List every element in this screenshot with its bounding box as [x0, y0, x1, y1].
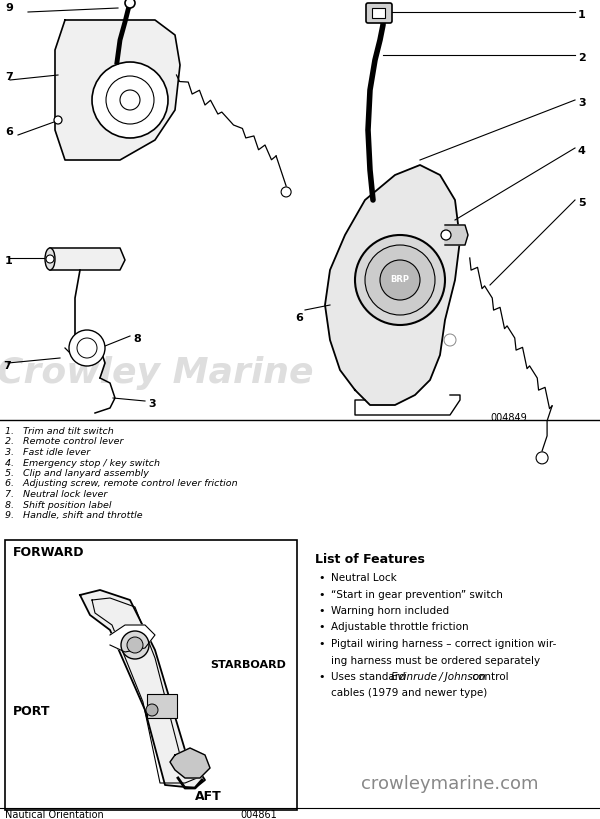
Text: “Start in gear prevention” switch: “Start in gear prevention” switch [331, 590, 503, 600]
Circle shape [444, 334, 456, 346]
Text: 8: 8 [133, 334, 141, 344]
Text: 2: 2 [578, 53, 586, 63]
Text: control: control [469, 672, 508, 682]
Text: •: • [318, 606, 325, 616]
Text: •: • [318, 590, 325, 600]
Circle shape [121, 631, 149, 659]
Text: 7.   Neutral lock lever: 7. Neutral lock lever [5, 490, 107, 499]
Circle shape [355, 235, 445, 325]
Circle shape [146, 704, 158, 716]
FancyBboxPatch shape [5, 540, 297, 810]
Text: •: • [318, 622, 325, 632]
Text: •: • [318, 573, 325, 583]
Circle shape [365, 245, 435, 315]
Polygon shape [50, 248, 125, 270]
Text: 004861: 004861 [240, 810, 277, 819]
Text: cables (1979 and newer type): cables (1979 and newer type) [331, 689, 487, 699]
Text: 9: 9 [5, 3, 13, 13]
Circle shape [92, 62, 168, 138]
Text: PORT: PORT [13, 705, 50, 718]
Text: 9.   Handle, shift and throttle: 9. Handle, shift and throttle [5, 511, 143, 520]
Text: Pigtail wiring harness – correct ignition wir-: Pigtail wiring harness – correct ignitio… [331, 639, 556, 649]
Text: 1: 1 [5, 256, 13, 266]
Text: 004849: 004849 [490, 413, 527, 423]
Polygon shape [110, 625, 155, 652]
Circle shape [125, 0, 135, 8]
Circle shape [536, 452, 548, 464]
Text: BRP: BRP [391, 275, 409, 284]
Polygon shape [325, 165, 460, 405]
Text: 1.   Trim and tilt switch: 1. Trim and tilt switch [5, 427, 114, 436]
Polygon shape [170, 748, 210, 778]
Text: Nautical Orientation: Nautical Orientation [5, 810, 104, 819]
Text: 7: 7 [3, 361, 11, 371]
Polygon shape [55, 20, 180, 160]
Text: ing harness must be ordered separately: ing harness must be ordered separately [331, 655, 540, 666]
Text: 5: 5 [578, 198, 586, 208]
Text: •: • [318, 672, 325, 682]
Text: 3: 3 [578, 98, 586, 108]
Text: 3: 3 [148, 399, 155, 409]
Text: Crowley Marine: Crowley Marine [0, 356, 313, 390]
Circle shape [69, 330, 105, 366]
Text: Warning horn included: Warning horn included [331, 606, 449, 616]
Text: 8.   Shift position label: 8. Shift position label [5, 500, 112, 509]
Text: 6.   Adjusting screw, remote control lever friction: 6. Adjusting screw, remote control lever… [5, 479, 238, 488]
Circle shape [54, 116, 62, 124]
Text: 3.   Fast idle lever: 3. Fast idle lever [5, 448, 90, 457]
Text: 2.   Remote control lever: 2. Remote control lever [5, 437, 124, 446]
Text: Uses standard: Uses standard [331, 672, 409, 682]
Text: •: • [318, 639, 325, 649]
Circle shape [46, 255, 54, 263]
Polygon shape [80, 590, 205, 788]
Text: 1: 1 [578, 10, 586, 20]
Text: 6: 6 [5, 127, 13, 137]
Circle shape [120, 90, 140, 110]
Text: 4: 4 [578, 146, 586, 156]
Circle shape [441, 230, 451, 240]
Text: crowleymarine.com: crowleymarine.com [361, 775, 539, 793]
FancyBboxPatch shape [147, 694, 177, 718]
Text: 4.   Emergency stop / key switch: 4. Emergency stop / key switch [5, 459, 160, 468]
Circle shape [127, 637, 143, 653]
FancyBboxPatch shape [366, 3, 392, 23]
Circle shape [106, 76, 154, 124]
Text: Neutral Lock: Neutral Lock [331, 573, 397, 583]
Ellipse shape [45, 248, 55, 270]
Text: 6: 6 [295, 313, 303, 323]
Circle shape [380, 260, 420, 300]
Text: Adjustable throttle friction: Adjustable throttle friction [331, 622, 469, 632]
Text: AFT: AFT [195, 790, 222, 803]
Circle shape [77, 338, 97, 358]
FancyBboxPatch shape [372, 8, 385, 18]
Text: Evinrude / Johnson: Evinrude / Johnson [391, 672, 486, 682]
Text: List of Features: List of Features [315, 553, 425, 566]
Text: 7: 7 [5, 72, 13, 82]
Circle shape [281, 187, 291, 197]
Text: STARBOARD: STARBOARD [210, 660, 286, 670]
Polygon shape [445, 225, 468, 245]
Text: 5.   Clip and lanyard assembly: 5. Clip and lanyard assembly [5, 469, 149, 478]
Text: FORWARD: FORWARD [13, 546, 85, 559]
